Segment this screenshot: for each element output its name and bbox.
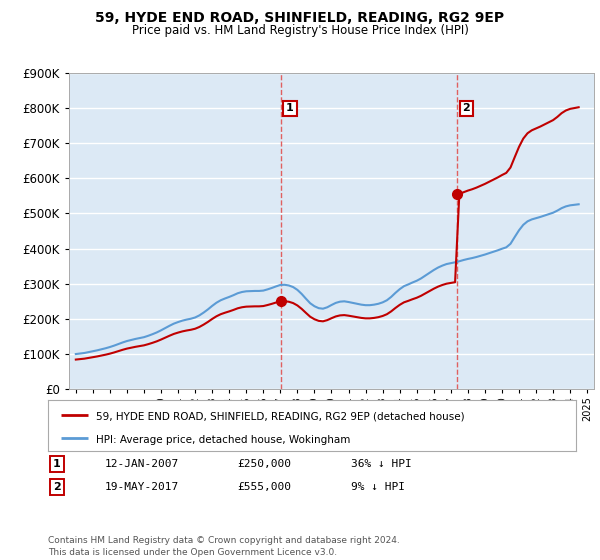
Text: Price paid vs. HM Land Registry's House Price Index (HPI): Price paid vs. HM Land Registry's House … bbox=[131, 24, 469, 37]
Text: 12-JAN-2007: 12-JAN-2007 bbox=[105, 459, 179, 469]
Text: 1: 1 bbox=[53, 459, 61, 469]
Text: 59, HYDE END ROAD, SHINFIELD, READING, RG2 9EP (detached house): 59, HYDE END ROAD, SHINFIELD, READING, R… bbox=[95, 412, 464, 422]
Text: 19-MAY-2017: 19-MAY-2017 bbox=[105, 482, 179, 492]
Text: £250,000: £250,000 bbox=[237, 459, 291, 469]
Text: Contains HM Land Registry data © Crown copyright and database right 2024.
This d: Contains HM Land Registry data © Crown c… bbox=[48, 536, 400, 557]
Text: 36% ↓ HPI: 36% ↓ HPI bbox=[351, 459, 412, 469]
Text: 1: 1 bbox=[286, 104, 294, 114]
Text: 2: 2 bbox=[53, 482, 61, 492]
Text: 59, HYDE END ROAD, SHINFIELD, READING, RG2 9EP: 59, HYDE END ROAD, SHINFIELD, READING, R… bbox=[95, 11, 505, 25]
Text: HPI: Average price, detached house, Wokingham: HPI: Average price, detached house, Woki… bbox=[95, 435, 350, 445]
Text: 9% ↓ HPI: 9% ↓ HPI bbox=[351, 482, 405, 492]
Text: 2: 2 bbox=[463, 104, 470, 114]
Text: £555,000: £555,000 bbox=[237, 482, 291, 492]
